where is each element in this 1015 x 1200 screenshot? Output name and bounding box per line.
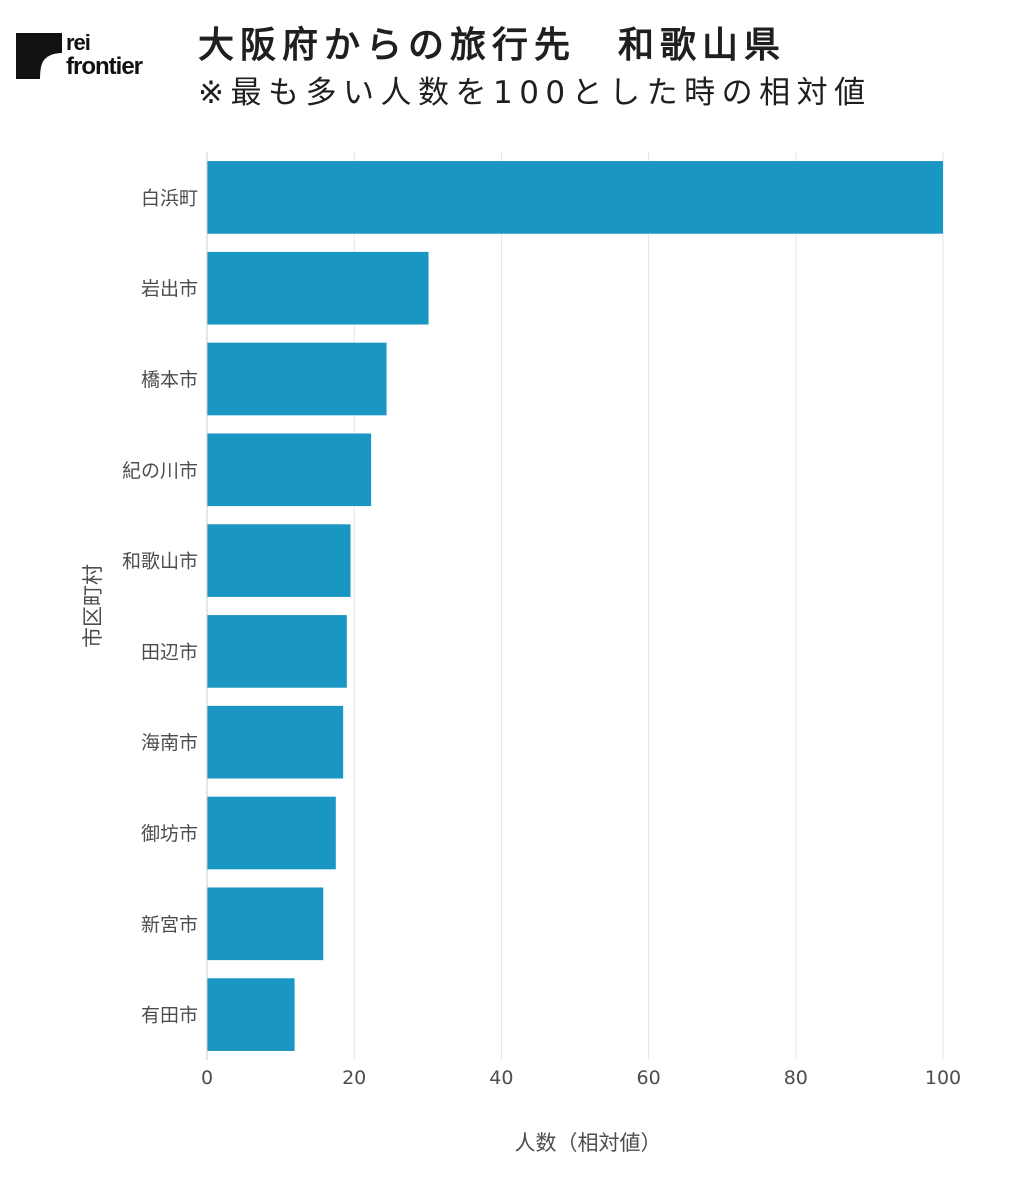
brand-wordmark: rei frontier <box>66 30 143 80</box>
bar <box>207 161 943 234</box>
brand-wordmark-line2: frontier <box>66 53 143 80</box>
chart-subtitle: ※最も多い人数を100とした時の相対値 <box>198 75 872 111</box>
bar <box>207 705 344 779</box>
y-tick-label: 岩出市 <box>141 278 198 300</box>
x-tick-label: 0 <box>201 1067 213 1089</box>
y-tick-label: 海南市 <box>141 732 198 754</box>
bar <box>207 796 336 870</box>
y-tick-label: 橋本市 <box>141 369 198 391</box>
y-tick-label: 和歌山市 <box>122 551 198 573</box>
brand-mark-icon <box>16 33 62 79</box>
y-tick-label: 白浜町 <box>141 187 198 209</box>
x-tick-label: 60 <box>637 1067 661 1089</box>
bar <box>207 978 295 1051</box>
chart-title: 大阪府からの旅行先 和歌山県 <box>198 25 787 66</box>
bar <box>207 342 387 416</box>
brand-wordmark-line1: rei <box>66 30 91 55</box>
bar <box>207 887 324 961</box>
y-axis-label: 市区町村 <box>81 564 105 648</box>
y-tick-label: 有田市 <box>141 1005 198 1027</box>
y-tick-label: 新宮市 <box>141 914 198 936</box>
x-tick-label: 100 <box>925 1067 961 1089</box>
bar <box>207 251 429 325</box>
bar <box>207 615 347 688</box>
x-tick-label: 80 <box>784 1067 808 1089</box>
bar <box>207 433 372 507</box>
y-tick-label: 紀の川市 <box>122 460 198 482</box>
axes: 0 20 40 60 80 100 白浜町岩出市橋本市紀の川市和歌山市田辺市海南市御坊市新宮… <box>122 152 961 1089</box>
bars <box>207 161 943 1051</box>
brand-logo: rei frontier <box>16 30 176 82</box>
x-tick-label: 40 <box>489 1067 513 1089</box>
x-tick-label: 20 <box>342 1067 366 1089</box>
y-tick-label: 御坊市 <box>141 823 198 845</box>
bar <box>207 524 351 597</box>
x-axis-label: 人数（相対値） <box>515 1131 662 1155</box>
y-tick-label: 田辺市 <box>141 641 198 663</box>
